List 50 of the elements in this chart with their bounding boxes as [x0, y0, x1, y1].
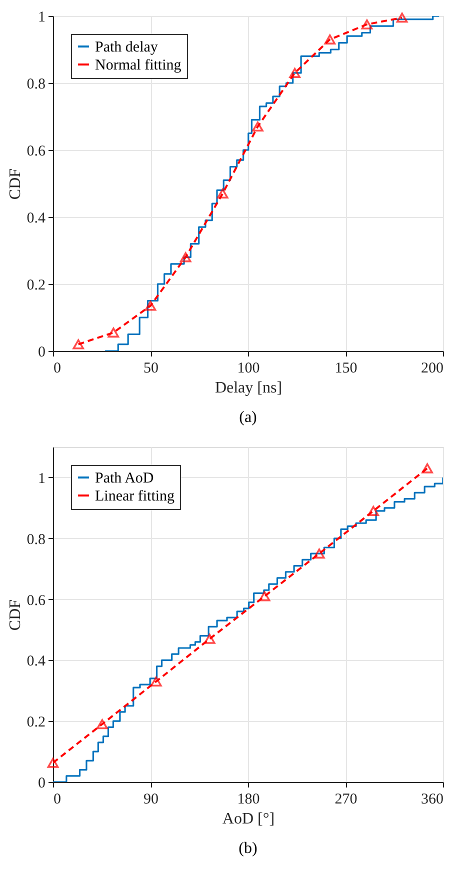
- point: [258, 591, 270, 602]
- point: [252, 122, 264, 132]
- y-tick-label: 0.6: [26, 592, 46, 609]
- y-tick-label: 0: [38, 344, 46, 360]
- point: [361, 19, 373, 30]
- y-tick-label: 1: [38, 470, 46, 487]
- point: [396, 12, 408, 23]
- point: [180, 252, 192, 262]
- x-tick-label: 50: [144, 360, 158, 376]
- y-tick-label: 0.6: [26, 144, 46, 160]
- y-tick-label: 0: [38, 776, 46, 792]
- y-tick-label: 0.8: [26, 532, 46, 548]
- point: [108, 328, 120, 338]
- x-axis-title: Delay [ns]: [214, 380, 282, 396]
- legend-label: Linear fitting: [95, 488, 176, 504]
- point: [368, 506, 379, 516]
- y-axis-title: CDF: [6, 599, 24, 631]
- x-tick-label: 0: [54, 360, 61, 376]
- y-tick-label: 0.2: [26, 278, 46, 294]
- point: [144, 300, 156, 311]
- point: [289, 68, 300, 78]
- x-tick-label: 150: [334, 360, 358, 376]
- y-tick-label: 0.4: [26, 210, 46, 226]
- x-tick-label: 0: [54, 792, 61, 808]
- x-tick-label: 90: [144, 792, 158, 808]
- x-tick-label: 180: [237, 792, 260, 808]
- text: (b): [238, 840, 258, 857]
- legend-label: Path AoD: [95, 470, 154, 486]
- point: [96, 719, 108, 730]
- point: [314, 548, 325, 559]
- point: [324, 34, 336, 44]
- x-tick-label: 100: [237, 360, 260, 376]
- point: [217, 188, 228, 199]
- y-tick-label: 0.4: [26, 654, 46, 670]
- x-tick-label: 200: [421, 360, 444, 376]
- x-tick-label: 270: [334, 792, 358, 808]
- text: (a): [239, 409, 257, 426]
- point: [47, 758, 59, 768]
- y-tick-label: 1: [38, 10, 46, 26]
- y-tick-label: 0.2: [26, 714, 46, 731]
- legend-label: Path delay: [95, 40, 158, 56]
- y-tick-label: 0.8: [26, 76, 46, 92]
- legend-label: Normal fitting: [95, 58, 182, 74]
- point: [150, 676, 162, 687]
- x-axis-title: AoD [°]: [222, 810, 275, 828]
- point: [422, 463, 433, 474]
- point: [72, 339, 84, 350]
- y-axis-title: CDF: [6, 168, 24, 200]
- x-tick-label: 360: [421, 792, 444, 808]
- point: [204, 634, 216, 644]
